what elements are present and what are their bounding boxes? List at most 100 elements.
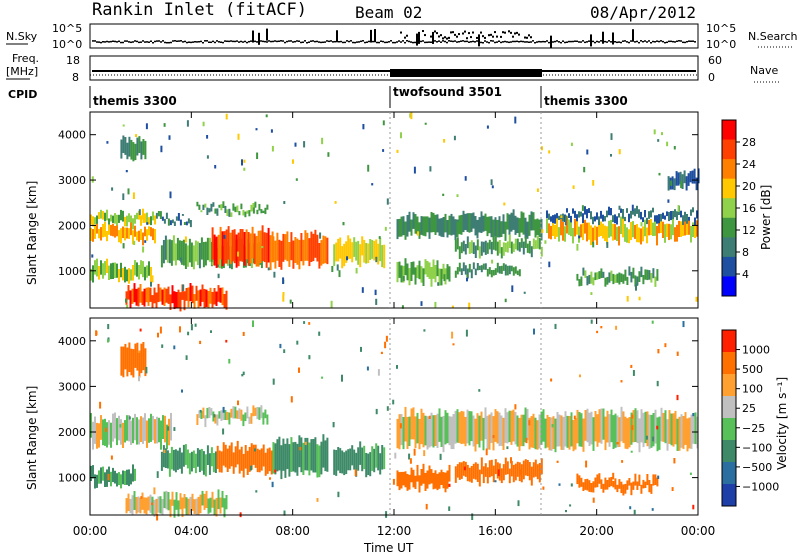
cpid-label: CPID [8,88,37,101]
data-cell [654,219,656,236]
data-cell [180,257,183,263]
data-cell [472,415,475,447]
data-cell [596,414,599,447]
data-cell [648,414,651,449]
colorbar-cell [722,178,736,199]
data-cell [182,239,185,266]
data-cell [506,461,509,475]
data-cell [608,414,611,447]
data-cell [127,188,130,195]
data-cell [217,234,220,265]
data-cell [242,453,245,478]
data-cell [672,413,675,447]
colorbar-cell [722,120,736,141]
data-cell [142,261,144,278]
data-cell [104,212,106,222]
data-cell [381,245,384,268]
data-cell [621,460,624,463]
data-cell [683,170,686,184]
data-cell [554,214,556,224]
data-cell [608,272,611,283]
noise-sample [330,40,332,42]
noise-sample [220,41,222,44]
noise-sample [176,40,178,42]
data-cell [456,219,459,237]
data-cell [488,239,491,250]
noise-dot [450,31,452,34]
data-cell [107,473,110,481]
data-cell [612,415,615,449]
data-cell [610,477,613,487]
noise-sample [682,41,684,44]
data-cell [316,444,319,478]
data-cell [195,285,198,301]
data-cell [278,436,281,471]
data-cell [494,409,497,442]
noise-dot [446,37,448,40]
data-cell [492,465,495,483]
data-cell [341,374,343,382]
data-cell [620,406,623,442]
data-cell [185,288,188,301]
data-cell [646,269,649,281]
data-band [454,262,521,279]
data-cell [107,339,109,343]
noise-dot [444,36,446,39]
data-cell [610,270,613,282]
data-cell [556,218,558,237]
data-cell [438,472,441,489]
noise-dot [430,35,432,38]
x-tick-label: 08:00 [275,524,310,538]
data-cell [211,261,214,266]
data-cell [139,284,142,303]
noise-spike [336,30,338,43]
data-cell [685,176,688,191]
data-cell [132,192,135,200]
data-cell [272,236,275,263]
data-cell [412,407,415,440]
data-cell [296,238,299,265]
data-cell [296,443,299,476]
noise-sample [444,40,446,43]
data-cell [676,211,678,220]
data-cell [504,457,507,475]
data-cell [428,415,431,419]
data-cell [150,281,152,287]
freq-label-2: [MHz] [6,65,38,78]
noise-dot [510,31,512,34]
data-cell [228,412,231,425]
data-cell [172,449,175,471]
data-cell [341,246,344,269]
data-cell [228,208,231,217]
data-cell [245,229,248,260]
noise-sample [684,41,686,44]
data-cell [574,210,576,218]
data-cell [248,446,251,472]
freq-tick-top: 18 [66,54,80,67]
data-cell [273,271,276,278]
data-cell [422,463,425,484]
data-cell [462,210,465,233]
noise-trace [92,28,696,48]
data-cell [614,224,616,240]
data-cell [126,227,128,239]
data-cell [464,244,467,255]
data-cell [286,231,289,262]
noise-sample [210,41,212,44]
data-cell [110,471,112,487]
data-cell [480,457,483,475]
data-cell [134,214,136,224]
data-cell [173,427,176,431]
data-cell [673,458,676,464]
noise-dot [404,36,406,39]
data-cell [476,219,479,239]
data-cell [468,302,471,310]
data-cell [148,217,150,225]
noise-right-tick-top: 10^5 [706,22,736,35]
data-cell [440,268,443,286]
noise-sample [594,41,596,44]
data-cell [92,265,94,283]
data-cell [408,211,411,232]
noise-sample [424,41,426,44]
